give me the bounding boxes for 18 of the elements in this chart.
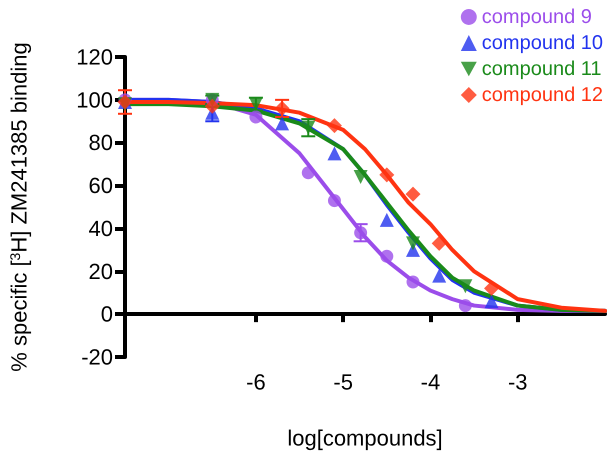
legend-label: compound 12 <box>482 84 603 106</box>
x-tick-label: -5 <box>333 370 353 394</box>
x-tick-label: -6 <box>246 370 266 394</box>
x-tick-label: -3 <box>508 370 528 394</box>
y-axis-title: % specific [3H] ZM241385 binding <box>6 42 32 372</box>
y-tick-label: 40 <box>88 216 113 241</box>
legend-label: compound 11 <box>482 58 602 80</box>
y-tick-label: 0 <box>100 302 113 327</box>
legend-label: compound 9 <box>482 6 592 28</box>
x-axis-title: log[compounds] <box>287 426 443 450</box>
y-tick-label: -20 <box>81 344 113 370</box>
y-tick-label: 60 <box>88 173 113 198</box>
y-tick-label: 120 <box>76 44 113 70</box>
legend-label: compound 10 <box>482 32 603 54</box>
y-tick-label: 80 <box>88 130 113 156</box>
x-tick-label: -4 <box>420 370 440 394</box>
y-tick-label: 100 <box>76 87 113 112</box>
y-tick-label: 20 <box>88 258 113 284</box>
